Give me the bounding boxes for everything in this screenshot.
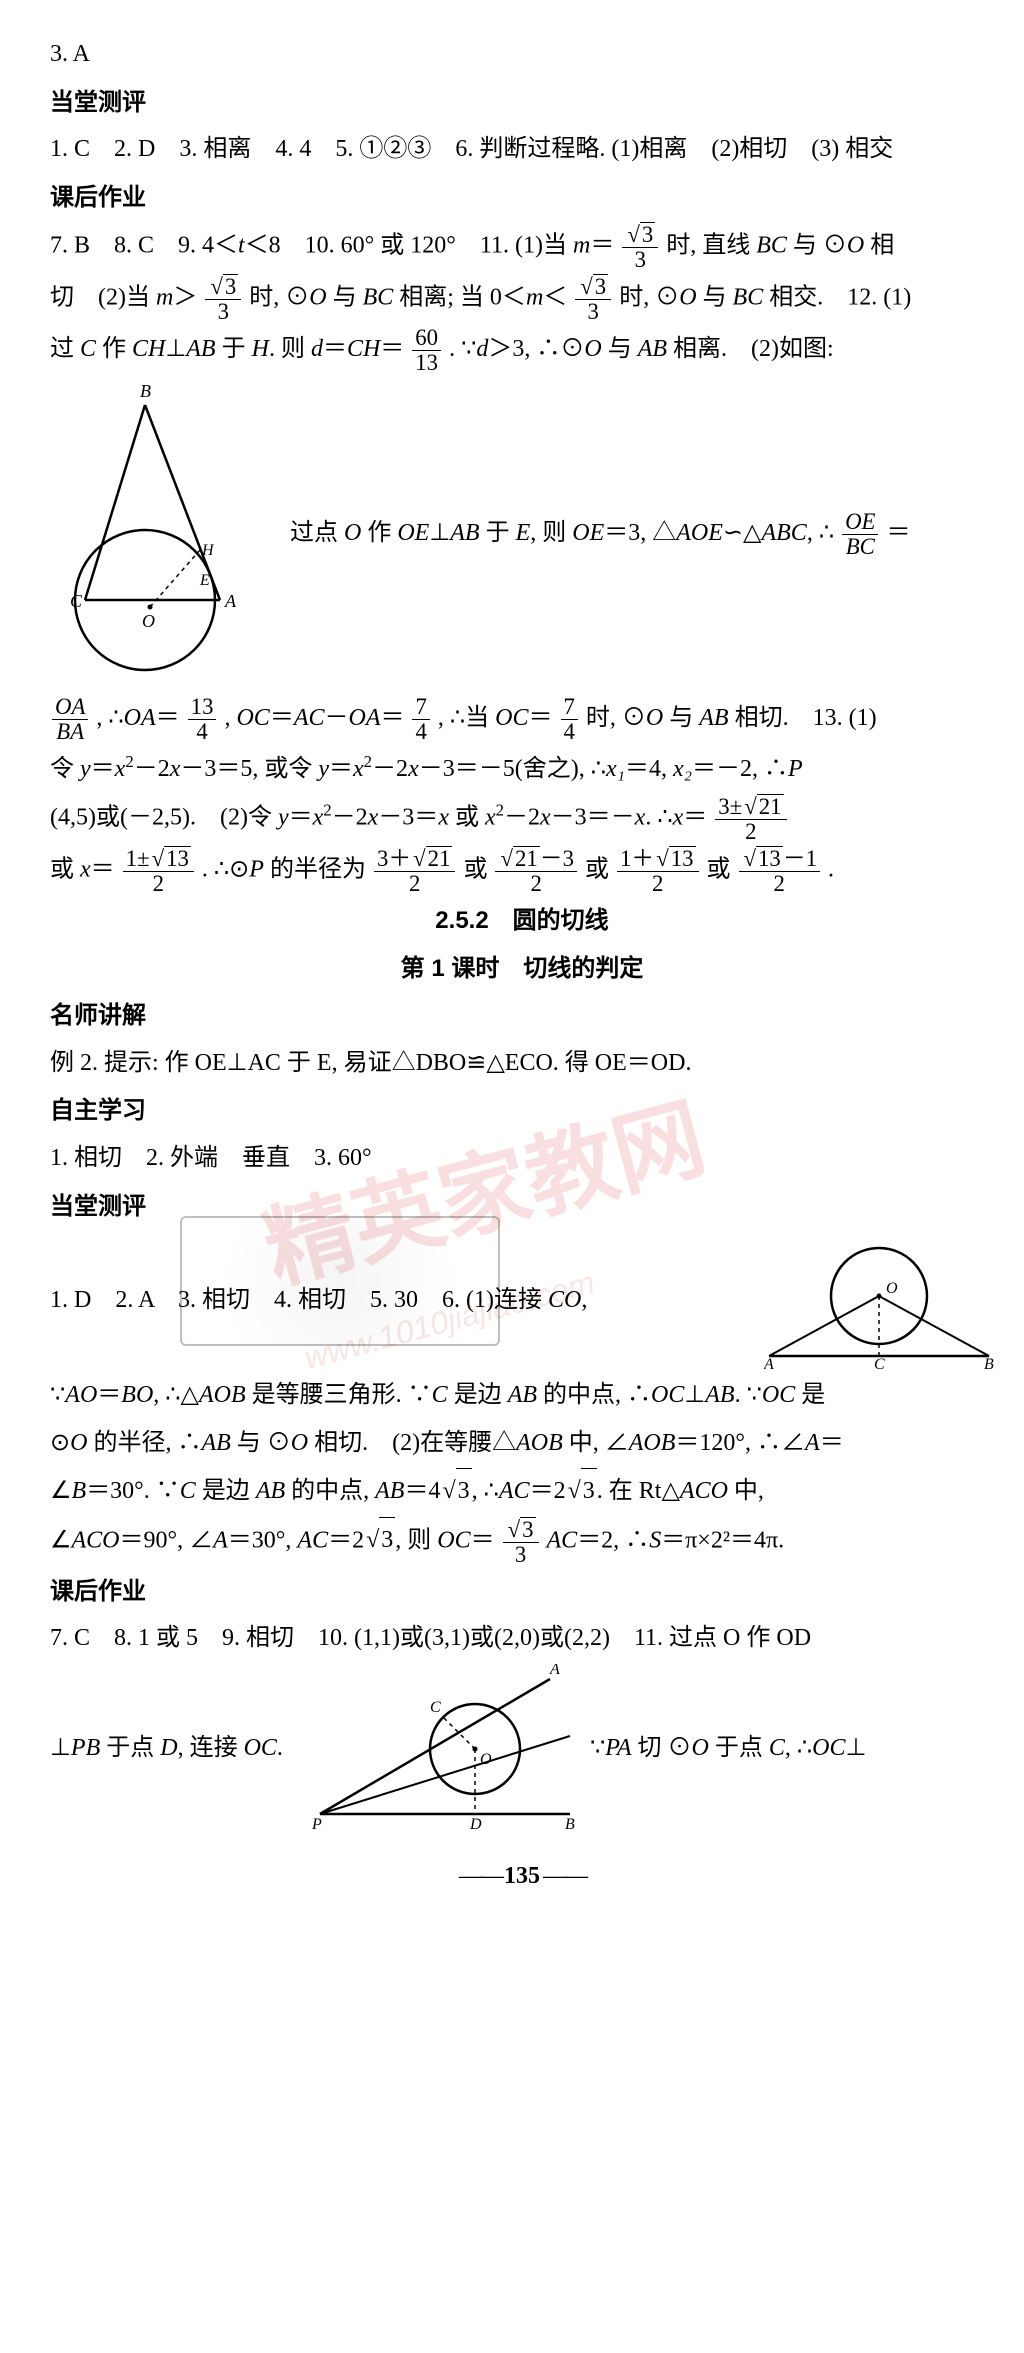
answer-line: 3. A (50, 32, 994, 78)
svg-text:P: P (311, 1816, 322, 1833)
lesson-title: 第 1 课时 切线的判定 (50, 946, 994, 992)
heading-mingshi: 名师讲解 (50, 993, 994, 1039)
answer-line: ∠B＝30°. ∵C 是边 AB 的中点, AB＝43, ∴AC＝23. 在 R… (50, 1468, 994, 1515)
heading-kehou: 课后作业 (50, 1569, 994, 1615)
heading-dangtang: 当堂测评 (50, 1184, 994, 1230)
svg-text:E: E (199, 572, 210, 589)
answer-line: 7. C 8. 1 或 5 9. 相切 10. (1,1)或(3,1)或(2,0… (50, 1616, 994, 1662)
heading-kehou: 课后作业 (50, 175, 994, 221)
answer-line: 过 C 作 CH⊥AB 于 H. 则 d＝CH＝ 6013 . ∵d＞3, ∴⊙… (50, 326, 994, 375)
answer-line: ∠ACO＝90°, ∠A＝30°, AC＝23, 则 OC＝ 33 AC＝2, … (50, 1517, 994, 1567)
svg-text:B: B (984, 1356, 994, 1371)
answer-line: ⊙O 的半径, ∴AB 与 ⊙O 相切. (2)在等腰△AOB 中, ∠AOB＝… (50, 1421, 994, 1467)
answer-line: OABA , ∴OA＝ 134 , OC＝AC－OA＝ 74 , ∴当 OC＝ … (50, 695, 994, 744)
answer-with-figure: 1. D 2. A 3. 相切 4. 相切 5. 30 6. (1)连接 CO,… (50, 1231, 994, 1371)
example-line: 例 2. 提示: 作 OE⊥AC 于 E, 易证△DBO≌△ECO. 得 OE＝… (50, 1041, 994, 1087)
section-title: 2.5.2 圆的切线 (50, 898, 994, 944)
answer-line: 1. C 2. D 3. 相离 4. 4 5. ①②③ 6. 判断过程略. (1… (50, 127, 994, 173)
answer-line: 切 (2)当 m＞ 33 时, ⊙O 与 BC 相离; 当 0＜m＜ 33 时,… (50, 274, 994, 324)
svg-text:H: H (201, 542, 215, 559)
svg-text:A: A (549, 1664, 560, 1678)
answer-with-figure: ⊥PB 于点 D, 连接 OC. P A B C D O ∵PA 切 ⊙O 于点… (50, 1664, 994, 1834)
answer-line: (4,5)或(－2,5). (2)令 y＝x2－2x－3＝x 或 x2－2x－3… (50, 794, 994, 844)
answer-line: 7. B 8. C 9. 4＜t＜8 10. 60° 或 120° 11. (1… (50, 222, 994, 272)
heading-zizhu: 自主学习 (50, 1088, 994, 1134)
page-number: 135 (50, 1854, 994, 1900)
answer-line: ∵AO＝BO, ∴△AOB 是等腰三角形. ∵C 是边 AB 的中点, ∴OC⊥… (50, 1373, 994, 1419)
svg-text:A: A (764, 1356, 774, 1371)
svg-text:A: A (224, 591, 237, 611)
svg-text:C: C (874, 1356, 885, 1371)
answer-line: 1. 相切 2. 外端 垂直 3. 60° (50, 1136, 994, 1182)
svg-text:C: C (430, 1699, 441, 1716)
figure-tangent-circle: A B C O (764, 1231, 994, 1371)
svg-text:O: O (480, 1751, 492, 1768)
svg-text:B: B (140, 385, 151, 401)
svg-text:O: O (142, 611, 155, 631)
svg-text:B: B (565, 1816, 575, 1833)
figure-circle-triangle: B C A O E H (50, 385, 270, 685)
answer-line: 或 x＝ 1±132 . ∴⊙P 的半径为 3＋212 或 21－32 或 1＋… (50, 846, 994, 896)
svg-text:D: D (469, 1816, 482, 1833)
figure-tangent-lines: P A B C D O (310, 1664, 580, 1834)
svg-text:C: C (70, 591, 83, 611)
answer-line: 令 y＝x2－2x－3＝5, 或令 y＝x2－2x－3＝－5(舍之), ∴x₁＝… (50, 746, 994, 793)
figure-caption: 过点 O 作 OE⊥AB 于 E, 则 OE＝3, △AOE∽△ABC, ∴ O… (290, 510, 994, 559)
svg-text:O: O (886, 1280, 898, 1297)
figure-row-1: B C A O E H 过点 O 作 OE⊥AB 于 E, 则 OE＝3, △A… (50, 385, 994, 685)
heading-dangtang: 当堂测评 (50, 80, 994, 126)
